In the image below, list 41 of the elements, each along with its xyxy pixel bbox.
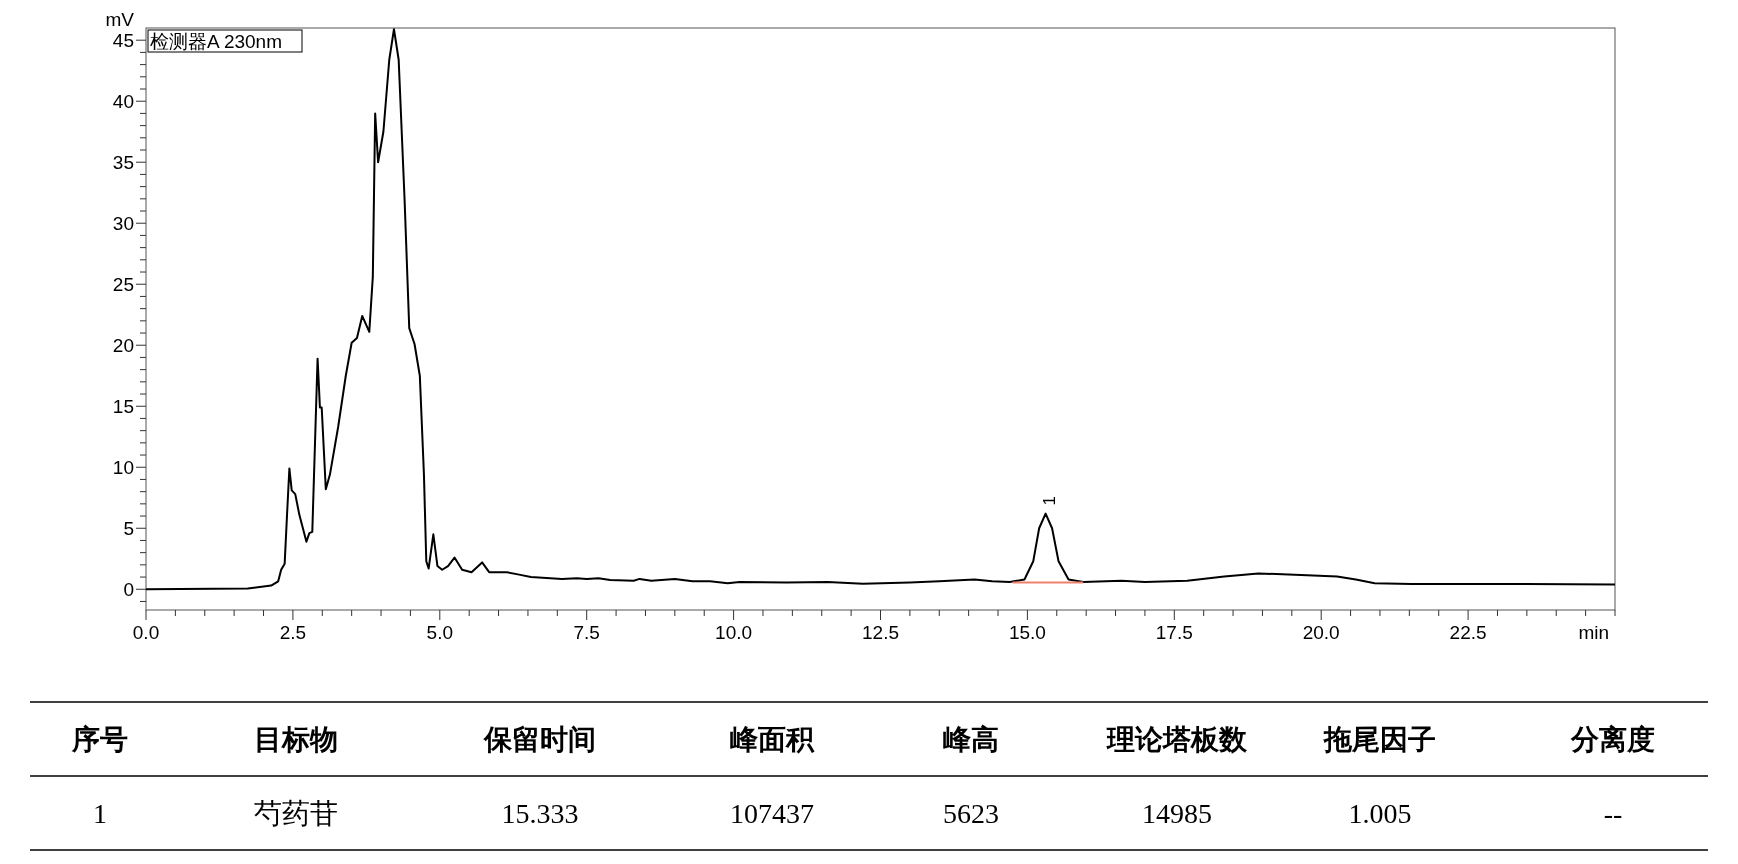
text: 5623 <box>943 798 999 829</box>
text: -- <box>1603 798 1623 829</box>
y-tick-label: 15 <box>112 396 134 418</box>
x-tick-label: 12.5 <box>862 622 899 643</box>
y-tick-label: 45 <box>112 30 134 52</box>
x-tick-label: 2.5 <box>279 622 307 643</box>
x-axis-title: min <box>1578 622 1609 643</box>
text: 1.005 <box>1348 798 1412 829</box>
x-tick-label: 7.5 <box>573 622 600 643</box>
y-tick-label: 40 <box>112 91 134 113</box>
y-tick-label: 5 <box>123 518 134 540</box>
text: 分离度 <box>1570 724 1655 755</box>
text: 107437 <box>730 798 814 829</box>
y-tick-label: 0 <box>123 579 134 601</box>
x-tick-label: 15.0 <box>1008 622 1046 643</box>
text: 15.333 <box>501 798 579 829</box>
text: 理论塔板数 <box>1106 724 1248 755</box>
x-tick-label: 17.5 <box>1155 622 1193 643</box>
x-tick-label: 20.0 <box>1302 622 1340 643</box>
annotation: 1 <box>1039 496 1059 506</box>
text: 序号 <box>71 724 128 755</box>
x-tick-label: 5.0 <box>426 622 454 643</box>
text: 目标物 <box>254 724 338 755</box>
text: 峰高 <box>943 724 999 755</box>
text: 14985 <box>1142 798 1212 829</box>
y-axis-title: mV <box>105 9 135 30</box>
x-tick-label: 0.0 <box>132 622 160 643</box>
y-tick-label: 35 <box>112 152 134 174</box>
x-tick-label: 22.5 <box>1449 622 1487 643</box>
text: 1 <box>93 798 107 829</box>
y-tick-label: 25 <box>112 274 134 296</box>
text: 拖尾因子 <box>1323 724 1436 755</box>
y-tick-label: 20 <box>112 335 134 357</box>
y-tick-label: 10 <box>112 457 134 479</box>
y-tick-label: 30 <box>112 213 134 235</box>
text: 芍药苷 <box>254 798 338 829</box>
x-tick-label: 10.0 <box>715 622 753 643</box>
text: 峰面积 <box>730 724 815 755</box>
text: 保留时间 <box>483 724 596 755</box>
annotation: 检测器A 230nm <box>150 31 282 52</box>
line-series <box>145 28 1616 591</box>
